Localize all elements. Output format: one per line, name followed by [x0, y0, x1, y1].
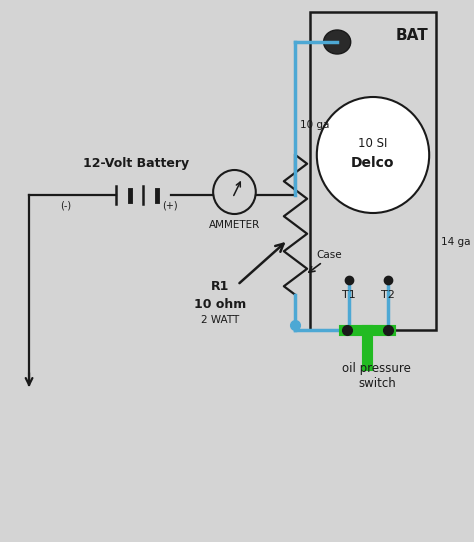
- Text: T1: T1: [342, 290, 356, 300]
- Text: Case: Case: [317, 250, 342, 260]
- Text: R1: R1: [211, 280, 229, 293]
- Text: 10 ga: 10 ga: [301, 120, 330, 130]
- Text: BAT: BAT: [395, 28, 428, 43]
- Text: 12-Volt Battery: 12-Volt Battery: [82, 157, 189, 170]
- Text: 10 ohm: 10 ohm: [194, 298, 246, 311]
- Ellipse shape: [324, 30, 351, 54]
- Text: (-): (-): [60, 201, 72, 211]
- Bar: [310, 12, 436, 330]
- Ellipse shape: [317, 97, 429, 213]
- Text: 14 ga: 14 ga: [441, 237, 470, 247]
- Text: 10 SI: 10 SI: [358, 137, 388, 150]
- Text: 2 WATT: 2 WATT: [201, 315, 239, 325]
- Text: AMMETER: AMMETER: [209, 220, 260, 230]
- Text: (+): (+): [162, 201, 177, 211]
- Text: Delco: Delco: [351, 156, 395, 170]
- Text: T2: T2: [381, 290, 394, 300]
- Text: oil pressure
switch: oil pressure switch: [342, 362, 411, 390]
